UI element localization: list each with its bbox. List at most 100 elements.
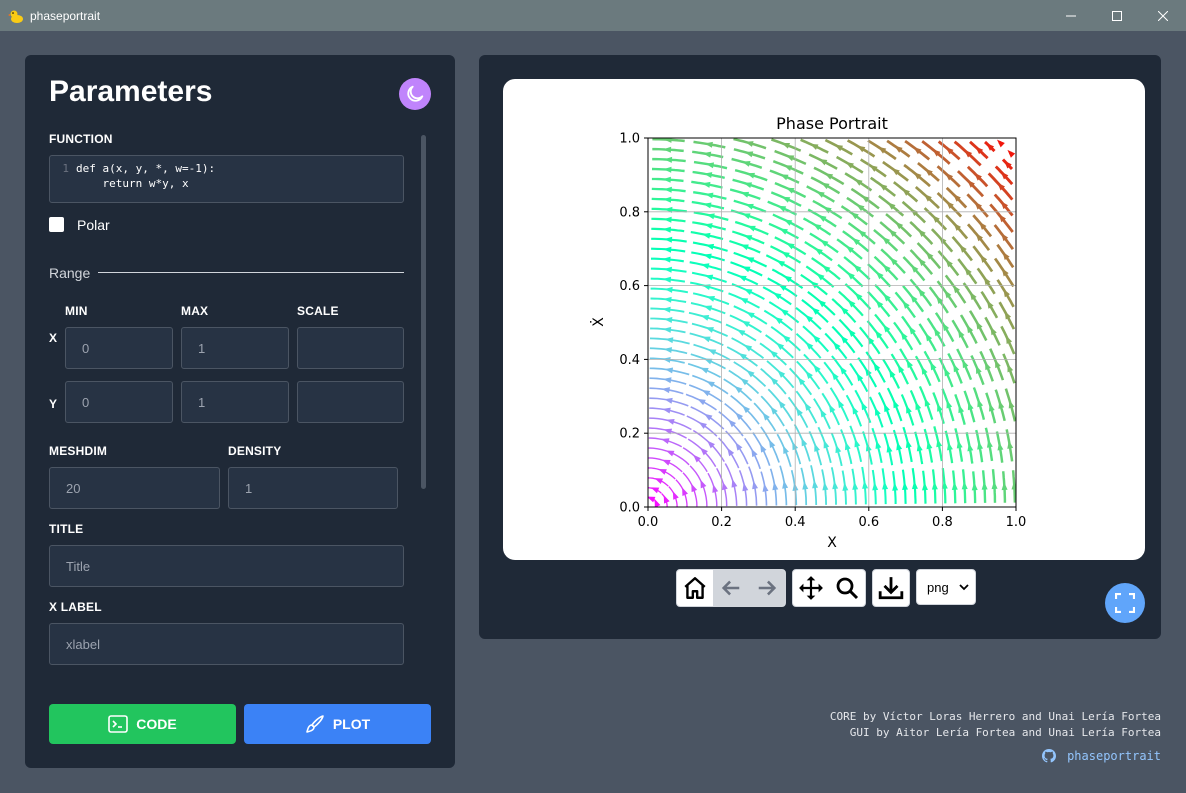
stream-arrow bbox=[781, 251, 790, 259]
code-text: def a(x, y, *, w=-1): bbox=[76, 162, 216, 175]
back-button[interactable] bbox=[713, 570, 749, 606]
stream-arrow bbox=[663, 186, 672, 193]
phase-portrait-chart: 0.0 0.2 0.4 0.6 0.8 1.0 0.0 0.2 0.4 0.6 0.8 1.0 Pha… bbox=[589, 114, 1026, 551]
stream-arrow bbox=[925, 251, 934, 260]
stream-arrow bbox=[975, 146, 984, 155]
stream-arrow bbox=[964, 267, 972, 276]
x-max-input[interactable]: 1 bbox=[181, 327, 289, 369]
polar-label: Polar bbox=[77, 217, 110, 233]
stream-arrow bbox=[742, 482, 749, 492]
arrow-right-icon bbox=[758, 580, 777, 596]
theme-toggle-button[interactable] bbox=[399, 78, 431, 110]
density-input[interactable]: 1 bbox=[228, 467, 398, 509]
stream-arrow bbox=[974, 201, 983, 210]
stream-arrow bbox=[961, 481, 968, 490]
x-row-label: X bbox=[49, 331, 58, 345]
stream-arrow bbox=[906, 405, 912, 414]
stream-arrow bbox=[778, 284, 787, 291]
line-number bbox=[50, 177, 76, 192]
download-icon bbox=[878, 577, 904, 600]
code-button-label: CODE bbox=[136, 716, 177, 732]
title-input[interactable]: Title bbox=[49, 545, 404, 587]
stream-arrow bbox=[915, 401, 922, 411]
code-button[interactable]: CODE bbox=[49, 704, 236, 744]
stream-arrow bbox=[662, 459, 671, 466]
github-link[interactable]: phaseportrait bbox=[1041, 748, 1161, 764]
stream-arrow bbox=[840, 306, 849, 315]
stream-arrow bbox=[769, 350, 778, 358]
maximize-button[interactable] bbox=[1094, 0, 1140, 31]
y-max-input[interactable]: 1 bbox=[181, 381, 289, 423]
code-text: return w*y, x bbox=[76, 177, 189, 190]
plot-button[interactable]: PLOT bbox=[244, 704, 431, 744]
stream-arrow bbox=[783, 275, 792, 283]
stream-arrow bbox=[944, 290, 952, 299]
stream-arrow bbox=[944, 367, 951, 377]
stream-arrow bbox=[820, 409, 827, 418]
polar-checkbox[interactable] bbox=[49, 217, 64, 232]
stream-arrow bbox=[816, 191, 825, 198]
meshdim-label: MESHDIM bbox=[49, 444, 108, 458]
y-axis-label: Ẋ bbox=[589, 317, 607, 327]
function-code-editor[interactable]: 1 def a(x, y, *, w=-1): return w*y, x bbox=[49, 155, 404, 203]
y-tick-label: 0.8 bbox=[619, 205, 640, 220]
stream-arrow bbox=[663, 216, 672, 223]
stream-arrow bbox=[951, 481, 958, 491]
zoom-button[interactable] bbox=[829, 570, 865, 606]
stream-arrow bbox=[893, 399, 900, 409]
stream-arrow bbox=[956, 440, 963, 449]
stream-arrow bbox=[875, 271, 884, 280]
stream-arrow bbox=[700, 315, 710, 321]
stream-arrow bbox=[664, 337, 674, 344]
format-select[interactable]: png bbox=[916, 569, 976, 605]
stream-arrow bbox=[854, 178, 863, 186]
stream-arrow bbox=[834, 144, 844, 152]
stream-arrow bbox=[888, 229, 897, 237]
stream-arrow bbox=[991, 480, 998, 490]
stream-arrow bbox=[697, 398, 706, 406]
stream-arrow bbox=[980, 254, 988, 263]
stream-arrow bbox=[662, 326, 672, 333]
home-button[interactable] bbox=[677, 570, 713, 606]
scale-column-label: SCALE bbox=[297, 304, 339, 318]
y-scale-input[interactable] bbox=[297, 381, 404, 423]
meshdim-input[interactable]: 20 bbox=[49, 467, 220, 509]
plot-canvas[interactable]: 0.0 0.2 0.4 0.6 0.8 1.0 0.0 0.2 0.4 0.6 0.8 1.0 Pha… bbox=[503, 79, 1145, 560]
stream-arrow bbox=[801, 437, 808, 447]
stream-arrow bbox=[882, 481, 889, 490]
x-min-input[interactable]: 0 bbox=[65, 327, 173, 369]
panel-scrollbar[interactable] bbox=[421, 135, 426, 489]
x-scale-input[interactable] bbox=[297, 327, 404, 369]
download-button[interactable] bbox=[873, 570, 909, 606]
stream-arrow bbox=[953, 194, 961, 202]
stream-arrow bbox=[906, 359, 914, 369]
forward-button[interactable] bbox=[749, 570, 785, 606]
stream-arrow bbox=[742, 405, 751, 414]
stream-arrow bbox=[1007, 149, 1016, 158]
stream-arrow bbox=[892, 482, 899, 491]
stream-arrow bbox=[648, 496, 656, 503]
stream-arrow bbox=[751, 448, 758, 458]
stream-arrow bbox=[740, 378, 749, 386]
stream-arrow bbox=[847, 299, 856, 308]
y-min-input[interactable]: 0 bbox=[65, 381, 173, 423]
stream-arrow bbox=[734, 385, 743, 394]
x-axis-label: X bbox=[827, 535, 837, 551]
stream-arrow bbox=[856, 145, 866, 153]
stream-arrow bbox=[663, 146, 672, 153]
stream-arrow bbox=[818, 215, 827, 222]
stream-arrow bbox=[735, 412, 744, 421]
minimize-button[interactable] bbox=[1048, 0, 1094, 31]
stream-arrow bbox=[664, 316, 673, 323]
stream-arrow bbox=[913, 147, 922, 155]
fullscreen-button[interactable] bbox=[1105, 583, 1145, 623]
xlabel-input[interactable]: xlabel bbox=[49, 623, 404, 665]
pan-button[interactable] bbox=[793, 570, 829, 606]
stream-arrow bbox=[854, 292, 863, 301]
stream-arrow bbox=[926, 440, 933, 450]
stream-arrow bbox=[802, 481, 809, 490]
stream-arrow bbox=[975, 233, 983, 242]
stream-arrow bbox=[891, 168, 900, 176]
close-button[interactable] bbox=[1140, 0, 1186, 31]
stream-arrow bbox=[706, 213, 715, 220]
